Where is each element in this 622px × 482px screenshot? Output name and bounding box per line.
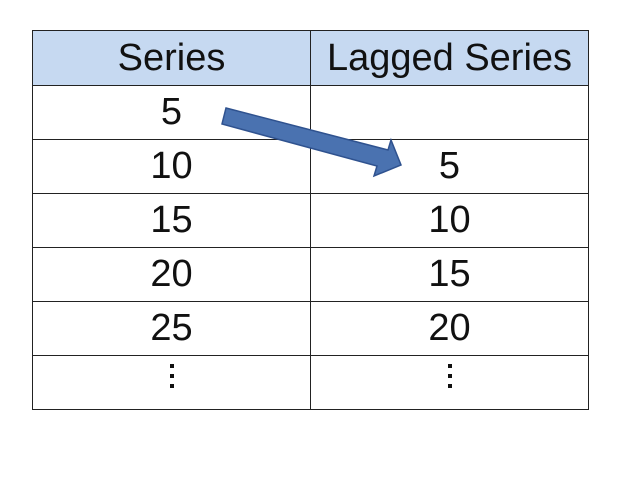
series-cell: 10 [32, 139, 311, 194]
table-row: 25 20 [32, 301, 589, 356]
series-continuation-cell [32, 355, 311, 410]
lagged-cell [310, 85, 589, 140]
lag-table: Series Lagged Series 5 10 5 15 10 20 15 [32, 30, 589, 410]
vertical-ellipsis-icon [447, 358, 452, 394]
series-cell: 15 [32, 193, 311, 248]
series-cell: 5 [32, 85, 311, 140]
lagged-cell: 5 [310, 139, 589, 194]
vertical-ellipsis-icon [169, 358, 174, 394]
lagged-cell: 20 [310, 301, 589, 356]
table-row: 20 15 [32, 247, 589, 302]
table-row: 10 5 [32, 139, 589, 194]
header-series: Series [32, 30, 311, 86]
series-cell: 20 [32, 247, 311, 302]
series-cell: 25 [32, 301, 311, 356]
header-lagged-series: Lagged Series [310, 30, 589, 86]
continuation-row [32, 355, 589, 410]
header-row: Series Lagged Series [32, 30, 589, 86]
lagged-cell: 15 [310, 247, 589, 302]
table-row: 5 [32, 85, 589, 140]
lagged-continuation-cell [310, 355, 589, 410]
table-row: 15 10 [32, 193, 589, 248]
lagged-cell: 10 [310, 193, 589, 248]
